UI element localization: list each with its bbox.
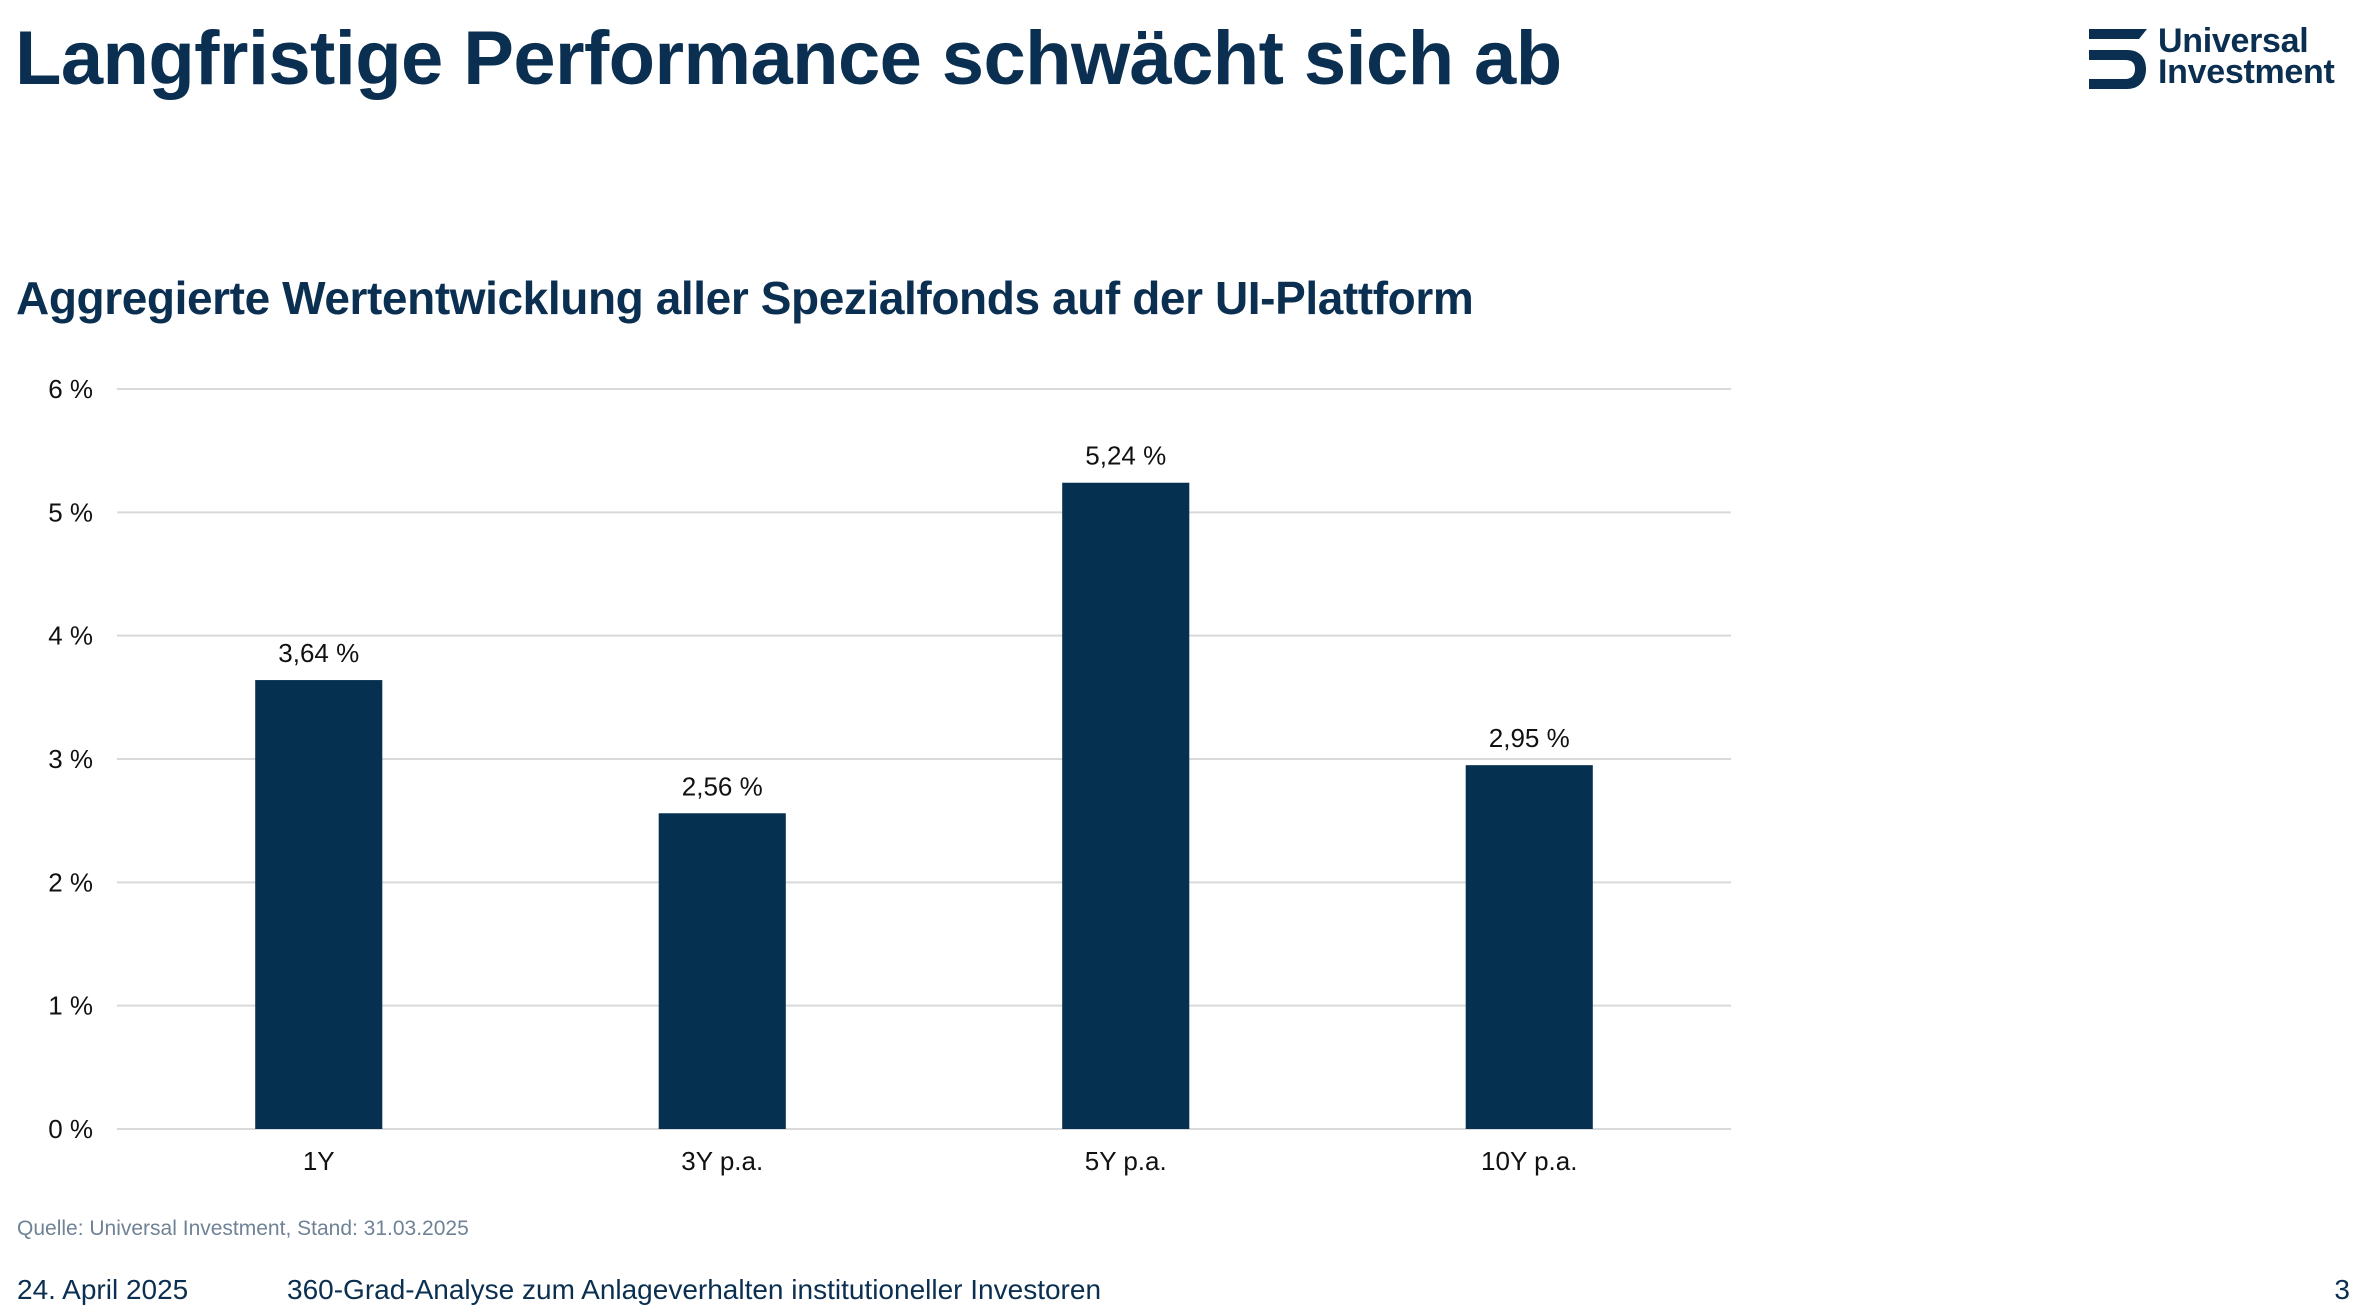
x-category-label: 3Y p.a. xyxy=(681,1146,763,1176)
y-tick-label: 0 % xyxy=(48,1114,93,1144)
logo-text-line2: Investment xyxy=(2158,53,2335,91)
bar-1y xyxy=(255,680,383,1129)
data-labels: 3,64 % 2,56 % 5,24 % 2,95 % xyxy=(278,441,1569,802)
page-number: 3 xyxy=(2334,1274,2350,1305)
x-category-label: 5Y p.a. xyxy=(1085,1146,1167,1176)
bars xyxy=(255,482,1593,1129)
x-category-label: 10Y p.a. xyxy=(1481,1146,1577,1176)
logo-text-line1: Universal xyxy=(2158,22,2309,60)
bar-3y-p-a xyxy=(658,813,786,1129)
company-logo: Universal Investment xyxy=(2089,22,2357,91)
gridlines xyxy=(117,388,1731,1130)
y-tick-label: 1 % xyxy=(48,991,93,1021)
y-axis-tick-labels: 0 % 1 % 2 % 3 % 4 % 5 % 6 % xyxy=(48,374,93,1144)
footer-date: 24. April 2025 xyxy=(17,1274,189,1305)
y-tick-label: 3 % xyxy=(48,744,93,774)
data-label: 2,56 % xyxy=(682,771,763,801)
data-label: 3,64 % xyxy=(278,638,359,668)
y-tick-label: 2 % xyxy=(48,867,93,897)
y-tick-label: 6 % xyxy=(48,374,93,404)
data-label: 5,24 % xyxy=(1085,441,1166,471)
footer-title: 360-Grad-Analyse zum Anlageverhalten ins… xyxy=(287,1274,1102,1305)
source-note: Quelle: Universal Investment, Stand: 31.… xyxy=(17,1217,469,1240)
page-title: Langfristige Performance schwächt sich a… xyxy=(15,16,1562,101)
bar-10y-p-a xyxy=(1465,765,1593,1129)
x-category-label: 1Y xyxy=(303,1146,335,1176)
chart-title: Aggregierte Wertentwicklung aller Spezia… xyxy=(16,272,1474,324)
y-tick-label: 5 % xyxy=(48,497,93,527)
universal-investment-logo-icon xyxy=(2089,29,2147,89)
y-tick-label: 4 % xyxy=(48,621,93,651)
data-label: 2,95 % xyxy=(1489,723,1570,753)
bar-5y-p-a xyxy=(1062,482,1190,1129)
x-axis-category-labels: 1Y 3Y p.a. 5Y p.a. 10Y p.a. xyxy=(303,1146,1578,1176)
